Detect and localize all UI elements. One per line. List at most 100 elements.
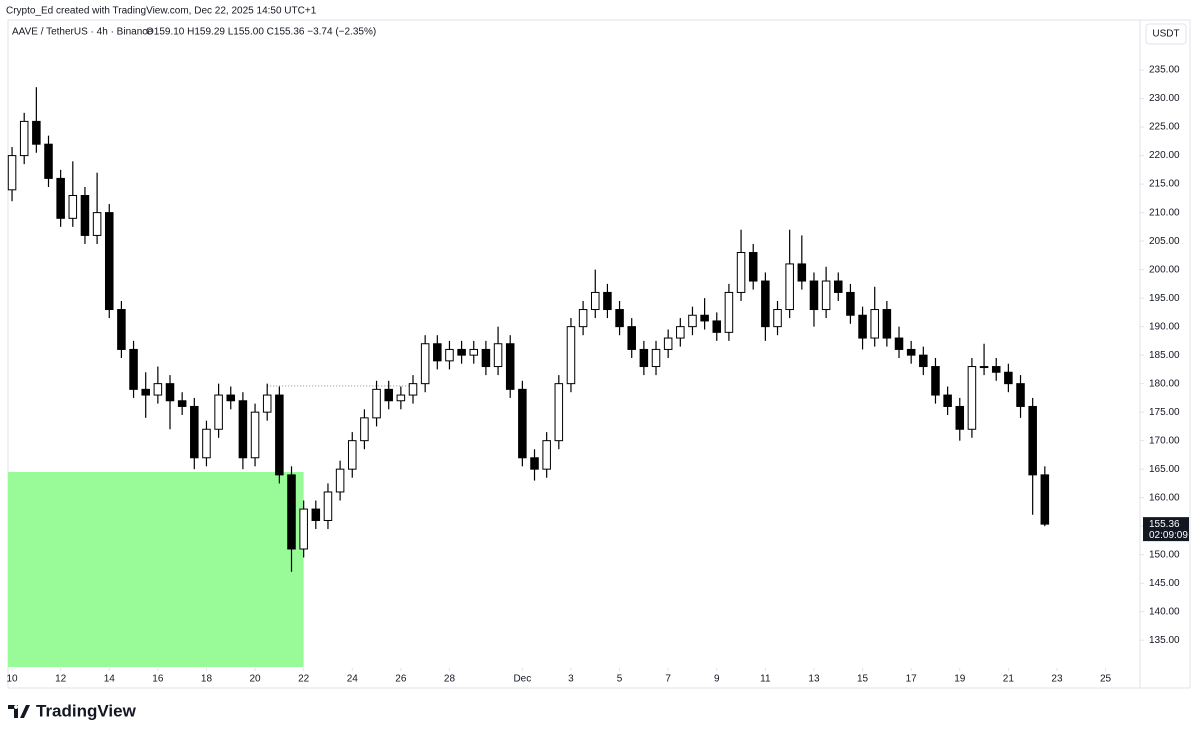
candle-body	[408, 383, 418, 396]
y-tick-label: 205.00	[1149, 236, 1180, 247]
candle-body	[603, 291, 612, 311]
x-tick-label: 22	[298, 674, 310, 685]
candle-body	[299, 508, 308, 550]
y-tick-label: 150.00	[1149, 549, 1180, 560]
x-tick-label: 18	[201, 674, 213, 685]
candle-body	[190, 405, 199, 459]
currency[interactable]: USDT	[1152, 29, 1179, 40]
candle-body	[967, 366, 977, 430]
candle-body	[202, 428, 211, 459]
y-tick-label: 190.00	[1149, 321, 1180, 332]
candle-body	[323, 491, 333, 521]
candle-body	[250, 411, 260, 459]
candle-body	[505, 343, 515, 390]
x-tick-label: 13	[808, 674, 820, 685]
candle-body	[44, 143, 53, 179]
brand: TradingView	[36, 701, 137, 720]
candle-body	[117, 309, 126, 350]
candle-body	[663, 337, 673, 350]
candle-body	[80, 195, 90, 236]
candle-body	[420, 343, 430, 385]
x-tick-label: 12	[55, 674, 67, 685]
x-tick-label: 3	[568, 674, 574, 685]
candle-body	[347, 440, 357, 470]
x-tick-label: 25	[1100, 674, 1112, 685]
candle-body	[104, 212, 114, 311]
countdown: 02:09:09	[1149, 530, 1188, 541]
price-tag	[1143, 517, 1189, 542]
candle-body	[372, 388, 381, 419]
candle-body	[748, 252, 758, 282]
y-tick-label: 210.00	[1149, 207, 1180, 218]
candle-body	[141, 388, 150, 396]
candle-body	[129, 348, 138, 390]
candle-body	[396, 394, 406, 402]
y-tick-label: 185.00	[1149, 350, 1180, 361]
candle-body	[7, 155, 17, 191]
x-tick-label: 20	[249, 674, 261, 685]
candle-body	[834, 280, 843, 293]
candle-body	[627, 326, 636, 350]
x-tick-label: 24	[347, 674, 359, 685]
candle-body	[894, 337, 904, 350]
candle-body	[785, 263, 794, 311]
x-tick-label: 9	[714, 674, 720, 685]
candle-body	[554, 383, 564, 442]
candle-body	[32, 120, 41, 145]
x-tick-label: 28	[444, 674, 456, 685]
credit: Crypto_Ed created with TradingView.com, …	[6, 6, 317, 17]
candle-body	[578, 309, 588, 328]
candle-body	[1004, 371, 1013, 385]
candle-body	[238, 400, 248, 459]
x-tick-label: 7	[665, 674, 671, 685]
candle-body	[335, 468, 345, 493]
candles	[7, 87, 1050, 572]
currency-button[interactable]	[1145, 23, 1187, 45]
candle-body	[469, 348, 479, 356]
y-tick-label: 230.00	[1149, 93, 1180, 104]
candle-body	[433, 343, 442, 362]
candle-body	[979, 366, 989, 369]
candle-body	[153, 383, 163, 396]
candle-body	[493, 343, 503, 368]
candle-body	[92, 212, 102, 236]
candle-body	[518, 388, 527, 459]
candle-body	[1028, 405, 1037, 476]
candle-body	[384, 388, 393, 402]
candle-body	[566, 326, 576, 385]
candle-body	[906, 348, 916, 356]
candle-body	[676, 326, 685, 339]
x-tick-label: 23	[1051, 674, 1063, 685]
candle-body	[943, 394, 952, 407]
y-tick-label: 195.00	[1149, 293, 1180, 304]
candle-body	[712, 320, 722, 333]
price-tag-label: 155.36	[1149, 519, 1180, 530]
zone	[8, 472, 304, 667]
y-tick-label: 140.00	[1149, 606, 1180, 617]
x-tick-label: 16	[152, 674, 164, 685]
y-tick-label: 165.00	[1149, 464, 1180, 475]
x-tick-label: 17	[906, 674, 918, 685]
x-tick-label: 11	[760, 674, 771, 685]
x-tick-label: 21	[1003, 674, 1015, 685]
candle-body	[262, 394, 272, 413]
candle-body	[858, 314, 867, 339]
candle-body	[919, 354, 928, 368]
candle-body	[846, 291, 855, 316]
logo-mark	[8, 705, 30, 718]
x-tick-label: 5	[617, 674, 623, 685]
x-tick-label: Dec	[513, 674, 531, 685]
candle-body	[19, 120, 29, 157]
candle-body	[287, 474, 296, 550]
ohlc: O159.10 H159.29 L155.00 C155.36 −3.74 (−…	[146, 27, 376, 38]
candle-body	[736, 252, 746, 293]
candle-body	[931, 366, 940, 396]
candle-body	[177, 400, 187, 407]
x-tick-label: 10	[6, 674, 18, 685]
y-tick-label: 225.00	[1149, 122, 1180, 133]
candle-body	[226, 394, 236, 402]
y-tick-label: 145.00	[1149, 578, 1180, 589]
candle-body	[700, 314, 709, 322]
